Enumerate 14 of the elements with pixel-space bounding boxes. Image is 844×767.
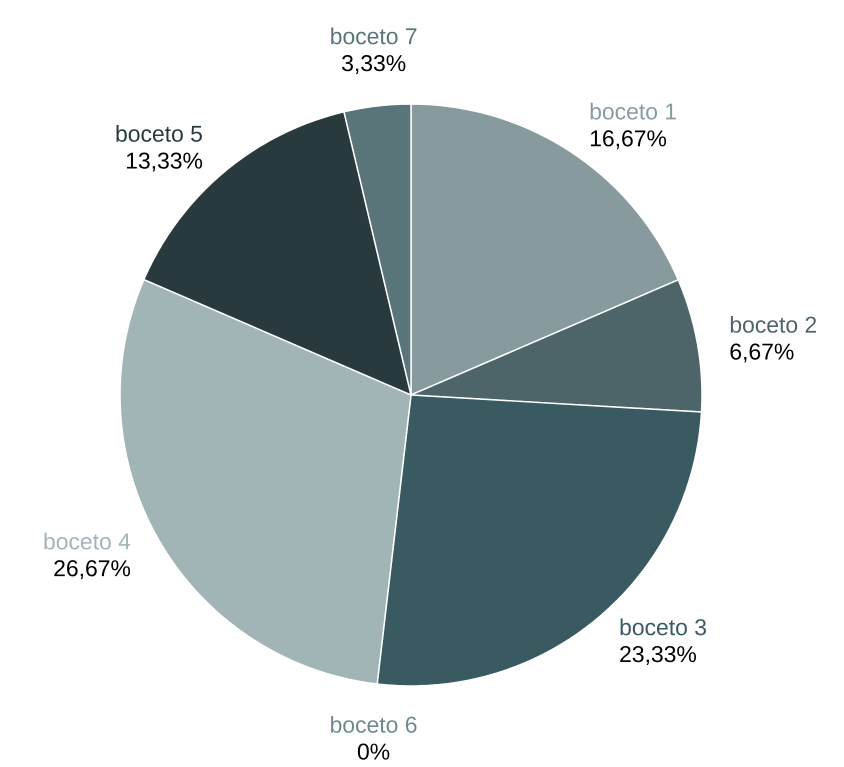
data-label: 3,33% [342, 55, 406, 74]
text: 0% [358, 744, 390, 760]
slice-label: boceto 1 [590, 102, 676, 120]
data-label: 23,33% [620, 646, 696, 665]
slice-label: boceto 4 [44, 532, 130, 550]
slice-label: boceto 2 [730, 316, 816, 333]
data-label: 26,67% [54, 560, 130, 580]
data-label: 16,67% [590, 130, 666, 150]
data-label: 6,67% [730, 343, 794, 362]
slice-label: boceto 5 [116, 125, 202, 142]
slice-label: boceto 7 [331, 28, 416, 44]
data-label: 13,33% [126, 152, 202, 172]
category-label: boceto 6 [331, 716, 416, 733]
slice-label: boceto 3 [620, 618, 706, 636]
